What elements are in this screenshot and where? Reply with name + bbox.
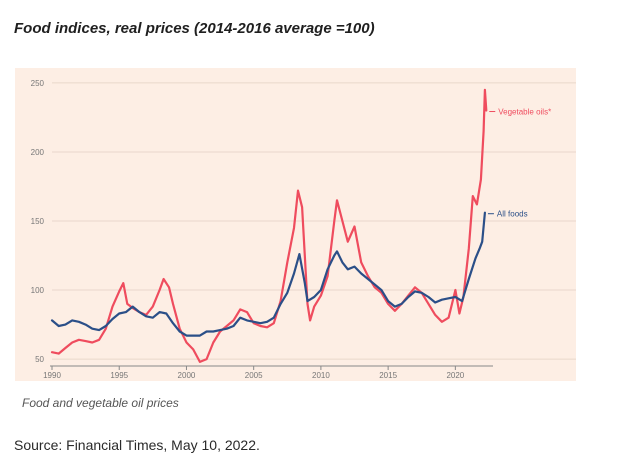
axis-layer: 50 100 150 200 250 1990 1995 2000 2005 2010 2015 20… [31, 79, 493, 380]
y-tick-label: 100 [31, 286, 45, 295]
x-tick-label: 2005 [245, 371, 263, 380]
x-tick-label: 2010 [312, 371, 330, 380]
series-label: All foods [497, 210, 528, 219]
x-tick-label: 1995 [110, 371, 128, 380]
series-label: Vegetable oils* [498, 108, 551, 117]
y-tick-label: 150 [31, 217, 45, 226]
series-line-0 [50, 88, 488, 363]
x-tick-label: 2000 [178, 371, 196, 380]
x-tick-label: 2020 [446, 371, 464, 380]
chart-caption: Food and vegetable oil prices [22, 396, 179, 410]
series-line-1 [50, 211, 486, 337]
plot-background [15, 68, 576, 381]
x-tick-label: 1990 [43, 371, 61, 380]
y-tick-label: 250 [31, 79, 45, 88]
source-note: Source: Financial Times, May 10, 2022. [14, 437, 260, 453]
y-tick-label: 200 [31, 148, 45, 157]
x-tick-label: 2015 [379, 371, 397, 380]
y-tick-label: 50 [35, 355, 44, 364]
chart: 50 100 150 200 250 1990 1995 2000 2005 2010 2015 20… [15, 68, 576, 381]
grid-layer [52, 82, 576, 360]
chart-title: Food indices, real prices (2014-2016 ave… [14, 20, 375, 37]
label-layer: Vegetable oils* All foods [487, 108, 551, 219]
chart-svg: 50 100 150 200 250 1990 1995 2000 2005 2010 2015 20… [15, 68, 576, 381]
series-layer [50, 88, 488, 363]
